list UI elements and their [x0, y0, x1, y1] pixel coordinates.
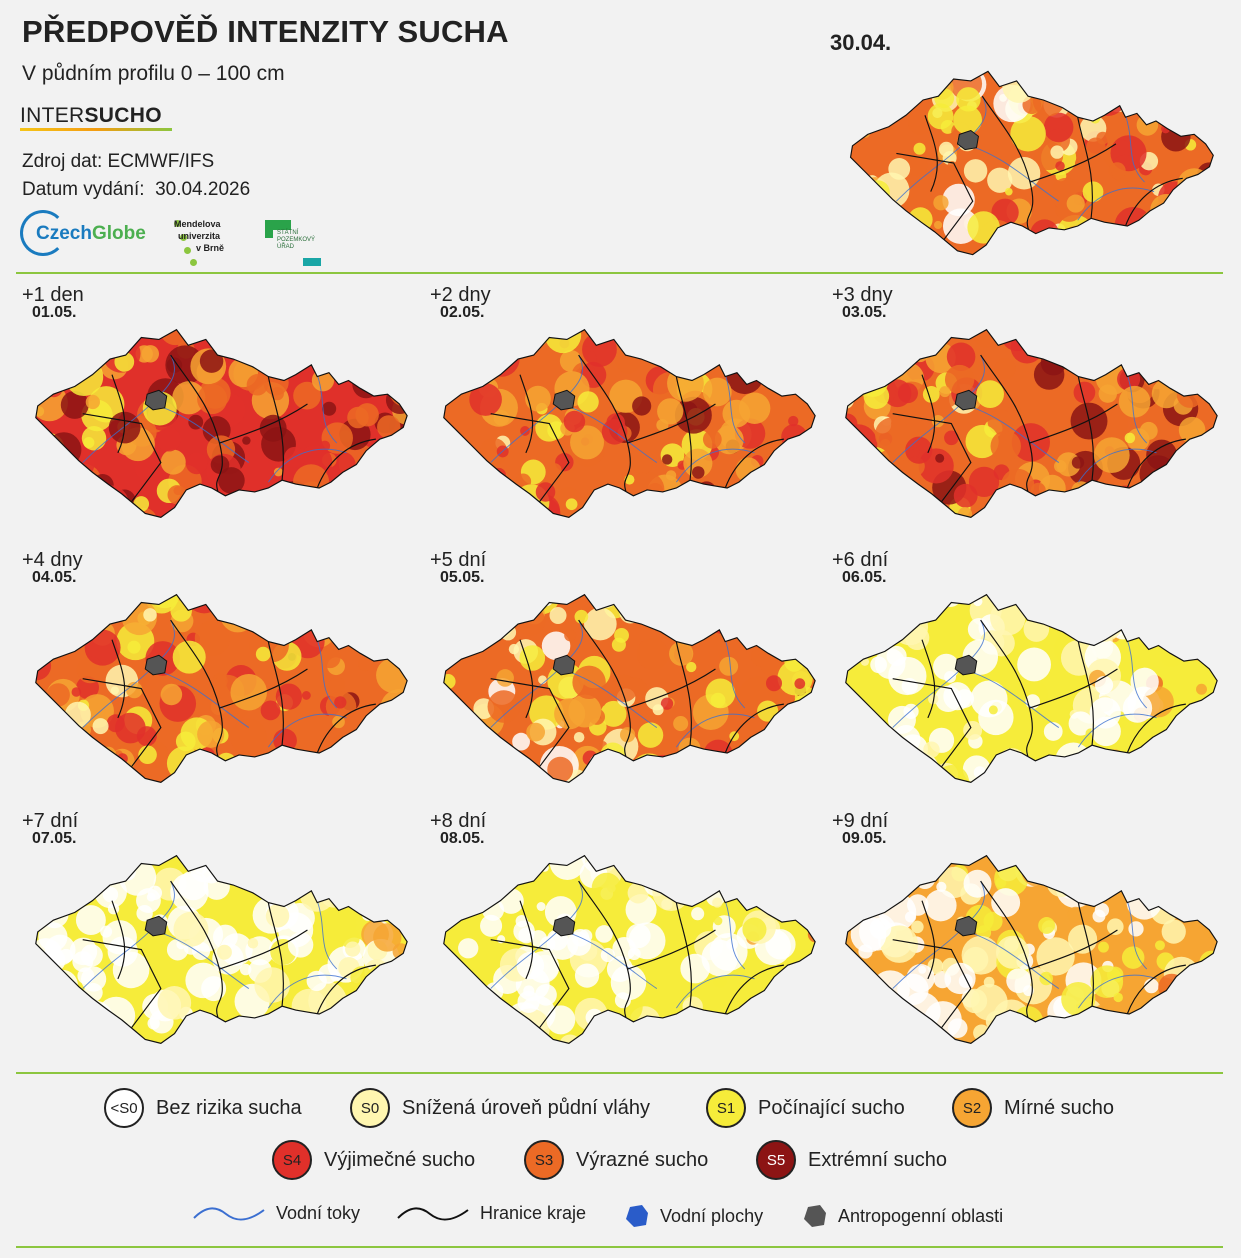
panel-label: +3 dny [832, 284, 893, 306]
brand-light: INTER [20, 104, 85, 127]
panel-date: 08.05. [440, 830, 485, 847]
legend-label: Bez rizika sucha [156, 1096, 302, 1119]
spu-logo: STÁTNÍ POZEMKOVÝ ÚŘAD [265, 220, 325, 268]
mendelu-dot-icon [190, 259, 197, 266]
forecast-drought-map [443, 328, 816, 518]
source-info: Zdroj dat: ECMWF/IFS Datum vydání: 30.04… [22, 148, 250, 204]
forecast-drought-map [443, 593, 816, 783]
forecast-drought-map [443, 854, 816, 1044]
legend-item-s4: S4 Výjimečné sucho [272, 1140, 475, 1180]
current-drought-map [849, 70, 1214, 256]
spu-line-3: ÚŘAD [277, 244, 295, 250]
legend-swatch: S0 [350, 1088, 390, 1128]
panel-label: +4 dny [22, 549, 83, 571]
mendelu-dot-icon [180, 234, 187, 241]
intersucho-logo: INTERSUCHO [20, 104, 162, 128]
legend-label: Extrémní sucho [808, 1148, 947, 1171]
border-line-icon [397, 1207, 469, 1220]
legend-swatch: S5 [756, 1140, 796, 1180]
spu-green-bar-icon [265, 220, 291, 230]
legend-label: Mírné sucho [1004, 1096, 1115, 1119]
separator-legend [16, 1072, 1223, 1074]
panel-label: +2 dny [430, 284, 491, 306]
forecast-drought-map [35, 854, 408, 1044]
issue-date: 30.04.2026 [155, 179, 251, 200]
panel-date: 05.05. [440, 569, 485, 586]
forecast-drought-map [845, 593, 1218, 783]
panel-date: 03.05. [842, 304, 887, 321]
separator-top [16, 272, 1223, 274]
legend-item-s0: S0 Snížená úroveň půdní vláhy [350, 1088, 650, 1128]
legend-item-s1: S1 Počínající sucho [706, 1088, 905, 1128]
legend-symbol: Vodní toky [192, 1203, 360, 1224]
legend-item-lt-s0: <S0 Bez rizika sucha [104, 1088, 302, 1128]
brand-bold: SUCHO [84, 104, 162, 127]
issue-line: Datum vydání: 30.04.2026 [22, 176, 250, 204]
legend-symbol-label: Hranice kraje [480, 1203, 587, 1223]
legend-symbol-label: Antropogenní oblasti [838, 1205, 1004, 1226]
page-title: PŘEDPOVĚĎ INTENZITY SUCHA [22, 14, 509, 49]
current-map-date: 30.04. [830, 30, 892, 55]
separator-bottom [16, 1246, 1223, 1248]
legend-label: Výjimečné sucho [324, 1148, 476, 1171]
legend-item-s2: S2 Mírné sucho [952, 1088, 1114, 1128]
issue-label: Datum vydání: [22, 179, 145, 200]
source-line: Zdroj dat: ECMWF/IFS [22, 151, 215, 172]
spu-line-1: STÁTNÍ [277, 230, 299, 236]
panel-date: 09.05. [842, 830, 887, 847]
panel-date: 06.05. [842, 569, 887, 586]
legend-label: Snížená úroveň půdní vláhy [402, 1096, 650, 1119]
legend-swatch: S2 [952, 1088, 992, 1128]
panel-date: 04.05. [32, 569, 77, 586]
forecast-drought-map [35, 328, 408, 518]
water-body-icon [626, 1205, 648, 1227]
legend-swatch: S3 [524, 1140, 564, 1180]
panel-date: 01.05. [32, 304, 77, 321]
spu-line-2: POZEMKOVÝ [277, 237, 316, 243]
czechglobe-text-b: Globe [91, 223, 146, 244]
legend-item-s3: S3 Výrazné sucho [524, 1140, 708, 1180]
panel-date: 02.05. [440, 304, 485, 321]
czechglobe-logo: CzechGlobe [20, 210, 160, 256]
legend-label: Výrazné sucho [576, 1148, 709, 1171]
mendelu-dot-icon [174, 220, 181, 227]
legend-label: Počínající sucho [758, 1096, 905, 1119]
forecast-drought-map [35, 593, 408, 783]
legend-swatch: S4 [272, 1140, 312, 1180]
mendelu-dot-icon [184, 247, 191, 254]
mendelu-logo: Mendelova univerzita v Brně [174, 218, 254, 268]
forecast-drought-map [845, 328, 1218, 518]
czechglobe-text-a: Czech [36, 223, 92, 244]
panel-label: +1 den [22, 284, 84, 306]
legend-swatch: <S0 [104, 1088, 144, 1128]
spu-teal-bar-icon [303, 258, 321, 266]
legend-item-s5: S5 Extrémní sucho [756, 1140, 947, 1180]
urban-area-icon [804, 1205, 826, 1227]
brand-underline [20, 128, 172, 131]
legend-swatch: S1 [706, 1088, 746, 1128]
mendelu-line-2: univerzita [178, 231, 221, 241]
panel-label: +7 dní [22, 810, 79, 832]
mendelu-line-1: Mendelova [174, 219, 221, 229]
panel-date: 07.05. [32, 830, 77, 847]
spu-green-bar-icon [265, 220, 273, 238]
panel-label: +5 dní [430, 549, 487, 571]
river-line-icon [193, 1207, 265, 1220]
panel-label: +9 dní [832, 810, 889, 832]
mendelu-line-3: v Brně [196, 243, 225, 253]
legend-symbol-label: Vodní plochy [660, 1205, 764, 1226]
forecast-drought-map [845, 854, 1218, 1044]
panel-label: +8 dní [430, 810, 487, 832]
czechglobe-arc-icon [20, 210, 66, 256]
page-subtitle: V půdním profilu 0 – 100 cm [22, 62, 285, 85]
panel-label: +6 dní [832, 549, 889, 571]
legend-symbol: Antropogenní oblasti [802, 1203, 1003, 1229]
legend-symbol: Hranice kraje [396, 1203, 586, 1224]
legend-symbol-label: Vodní toky [276, 1203, 361, 1223]
legend-symbol: Vodní plochy [624, 1203, 763, 1229]
